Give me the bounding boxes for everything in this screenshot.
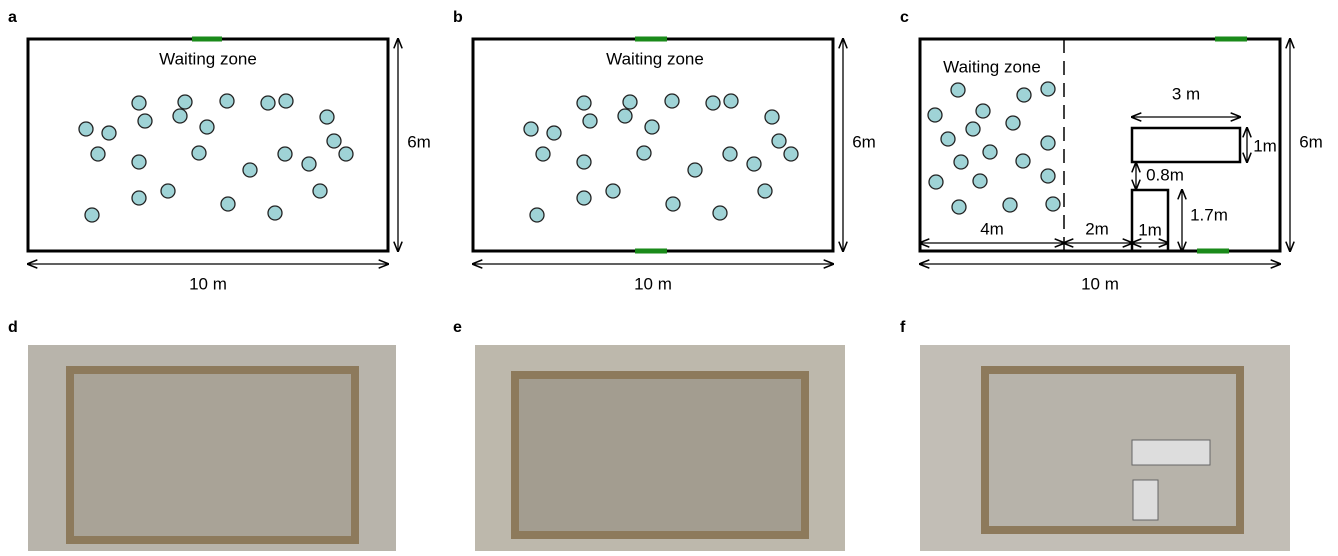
pedestrian xyxy=(302,157,316,171)
pedestrian xyxy=(618,109,632,123)
pedestrian xyxy=(161,184,175,198)
pedestrian xyxy=(954,155,968,169)
pedestrian xyxy=(132,96,146,110)
pedestrian xyxy=(1016,154,1030,168)
figure: a b c d e f Waiting zone 6m 10 m Waiting… xyxy=(0,0,1338,551)
pedestrian xyxy=(268,206,282,220)
pedestrian xyxy=(784,147,798,161)
zone-label: Waiting zone xyxy=(606,49,704,68)
pedestrian xyxy=(637,146,651,160)
pedestrian xyxy=(758,184,772,198)
pedestrian xyxy=(623,95,637,109)
pedestrian xyxy=(261,96,275,110)
panel-label: c xyxy=(900,9,909,26)
photos xyxy=(28,345,1290,551)
pedestrian xyxy=(132,191,146,205)
pedestrian xyxy=(772,134,786,148)
pedestrian xyxy=(102,126,116,140)
dimension-label: 6m xyxy=(1299,132,1323,151)
pedestrian xyxy=(1017,88,1031,102)
dimension-label: 3 m xyxy=(1172,84,1200,103)
pedestrian xyxy=(1041,136,1055,150)
pedestrian xyxy=(85,208,99,222)
dimension-label: 10 m xyxy=(634,274,672,293)
pedestrian xyxy=(723,147,737,161)
panel-label: f xyxy=(900,319,906,336)
pedestrian xyxy=(524,122,538,136)
dimension-label: 1m xyxy=(1253,136,1277,155)
pedestrian xyxy=(983,145,997,159)
pedestrian xyxy=(952,200,966,214)
pedestrian xyxy=(666,197,680,211)
pedestrian xyxy=(976,104,990,118)
pedestrian xyxy=(577,155,591,169)
dimension-label: 6m xyxy=(407,132,431,151)
pedestrian xyxy=(606,184,620,198)
dimension-label: 1m xyxy=(1138,220,1162,239)
pedestrian xyxy=(79,122,93,136)
pedestrian xyxy=(200,120,214,134)
pedestrian xyxy=(583,114,597,128)
pedestrian xyxy=(178,95,192,109)
pedestrian xyxy=(688,163,702,177)
pedestrian xyxy=(966,122,980,136)
dimension-label: 2m xyxy=(1085,219,1109,238)
pedestrian xyxy=(645,120,659,134)
pedestrian xyxy=(138,114,152,128)
pedestrian xyxy=(929,175,943,189)
pedestrian xyxy=(320,110,334,124)
pedestrian xyxy=(665,94,679,108)
pedestrian xyxy=(941,132,955,146)
pedestrian xyxy=(1041,169,1055,183)
dimension-label: 4m xyxy=(980,219,1004,238)
pedestrian xyxy=(1006,116,1020,130)
dimension-label: 10 m xyxy=(189,274,227,293)
dimension-label: 10 m xyxy=(1081,274,1119,293)
pedestrian xyxy=(973,174,987,188)
pedestrian xyxy=(713,206,727,220)
pedestrian xyxy=(951,83,965,97)
pedestrian xyxy=(706,96,720,110)
pedestrians xyxy=(79,82,1060,222)
panel-label: b xyxy=(453,9,463,26)
panel-label: a xyxy=(8,9,17,26)
pedestrian xyxy=(132,155,146,169)
pedestrian xyxy=(536,147,550,161)
pedestrian xyxy=(577,191,591,205)
panel-label: d xyxy=(8,319,18,336)
dimension-label: 0.8m xyxy=(1146,165,1184,184)
pedestrian xyxy=(724,94,738,108)
pedestrian xyxy=(530,208,544,222)
pedestrian xyxy=(547,126,561,140)
pedestrian xyxy=(220,94,234,108)
zone-label: Waiting zone xyxy=(159,49,257,68)
pedestrian xyxy=(221,197,235,211)
pedestrian xyxy=(1046,197,1060,211)
pedestrian xyxy=(765,110,779,124)
dimension-label: 1.7m xyxy=(1190,205,1228,224)
pedestrian xyxy=(339,147,353,161)
pedestrian xyxy=(1003,198,1017,212)
panel-label: e xyxy=(453,319,462,336)
pedestrian xyxy=(313,184,327,198)
pedestrian xyxy=(173,109,187,123)
pedestrian xyxy=(279,94,293,108)
pedestrian xyxy=(91,147,105,161)
pedestrian xyxy=(1041,82,1055,96)
pedestrian xyxy=(747,157,761,171)
dimension-label: 6m xyxy=(852,132,876,151)
pedestrian xyxy=(192,146,206,160)
pedestrian xyxy=(327,134,341,148)
pedestrian xyxy=(928,108,942,122)
pedestrian xyxy=(577,96,591,110)
pedestrian xyxy=(278,147,292,161)
zone-label: Waiting zone xyxy=(943,57,1041,76)
pedestrian xyxy=(243,163,257,177)
